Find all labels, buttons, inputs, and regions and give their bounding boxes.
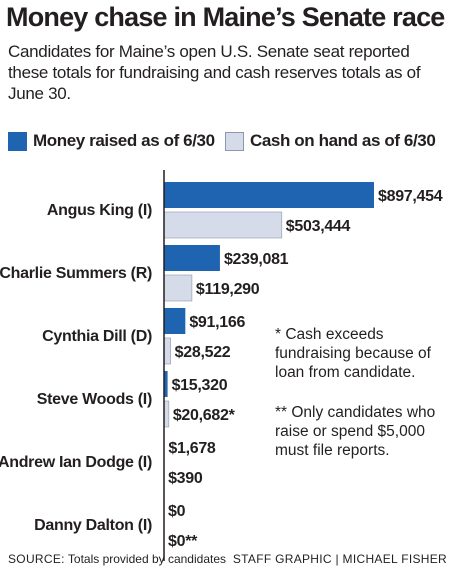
data-label-cash-andrew-ian-dodge: $390 [168, 470, 203, 487]
data-label-cash-steve-woods: $20,682* [173, 407, 236, 424]
data-label-raised-steve-woods: $15,320 [172, 377, 228, 394]
bar-cash-angus-king [163, 211, 283, 239]
data-label-raised-andrew-ian-dodge: $1,678 [168, 440, 216, 457]
data-label-cash-charlie-summers: $119,290 [196, 281, 260, 298]
data-label-raised-danny-dalton: $0 [168, 503, 186, 520]
bar-raised-cynthia-dill [164, 308, 186, 334]
legend-swatch-cash-on-hand [225, 131, 244, 151]
data-label-raised-charlie-summers: $239,081 [224, 251, 289, 268]
category-label-danny-dalton: Danny Dalton (I) [34, 517, 152, 534]
legend-item-cash-on-hand: Cash on hand as of 6/30 [225, 130, 436, 152]
data-label-raised-angus-king: $897,454 [378, 188, 443, 205]
footnote-reporting-threshold: ** Only candidates who raise or spend $5… [275, 404, 436, 459]
bar-cash-cynthia-dill [163, 337, 171, 365]
category-label-cynthia-dill: Cynthia Dill (D) [42, 328, 152, 345]
legend-swatch-money-raised [8, 131, 27, 151]
legend-label-money-raised: Money raised as of 6/30 [33, 131, 215, 150]
data-label-raised-cynthia-dill: $91,166 [189, 314, 245, 331]
footnote-cash-exceeds: * Cash exceeds fundraising because of lo… [275, 326, 431, 381]
source-line: SOURCE: Totals provided by candidates [8, 552, 226, 566]
bar-chart: Angus King (I) $897,454 $503,444 Charlie Su… [0, 170, 443, 561]
bar-raised-angus-king [164, 182, 374, 208]
category-label-andrew-ian-dodge: Andrew Ian Dodge (I) [0, 454, 152, 471]
data-label-cash-angus-king: $503,444 [286, 218, 351, 235]
bar-raised-steve-woods [164, 371, 168, 397]
credit-line: STAFF GRAPHIC | MICHAEL FISHER [232, 552, 447, 566]
source-text: Totals provided by candidates [67, 552, 227, 566]
bar-raised-charlie-summers [164, 245, 220, 271]
chart-title: Money chase in Maine’s Senate race [6, 2, 445, 32]
chart-subtitle: Candidates for Maine’s open U.S. Senate … [8, 42, 421, 103]
category-label-steve-woods: Steve Woods (I) [37, 391, 152, 408]
category-label-angus-king: Angus King (I) [47, 202, 152, 219]
legend-item-money-raised: Money raised as of 6/30 [8, 130, 215, 152]
legend-label-cash-on-hand: Cash on hand as of 6/30 [250, 131, 436, 150]
source-label: SOURCE: [8, 552, 65, 566]
category-label-charlie-summers: Charlie Summers (R) [0, 265, 152, 282]
bar-cash-charlie-summers [163, 274, 193, 302]
data-label-cash-danny-dalton: $0** [168, 533, 198, 550]
data-label-cash-cynthia-dill: $28,522 [175, 344, 231, 361]
